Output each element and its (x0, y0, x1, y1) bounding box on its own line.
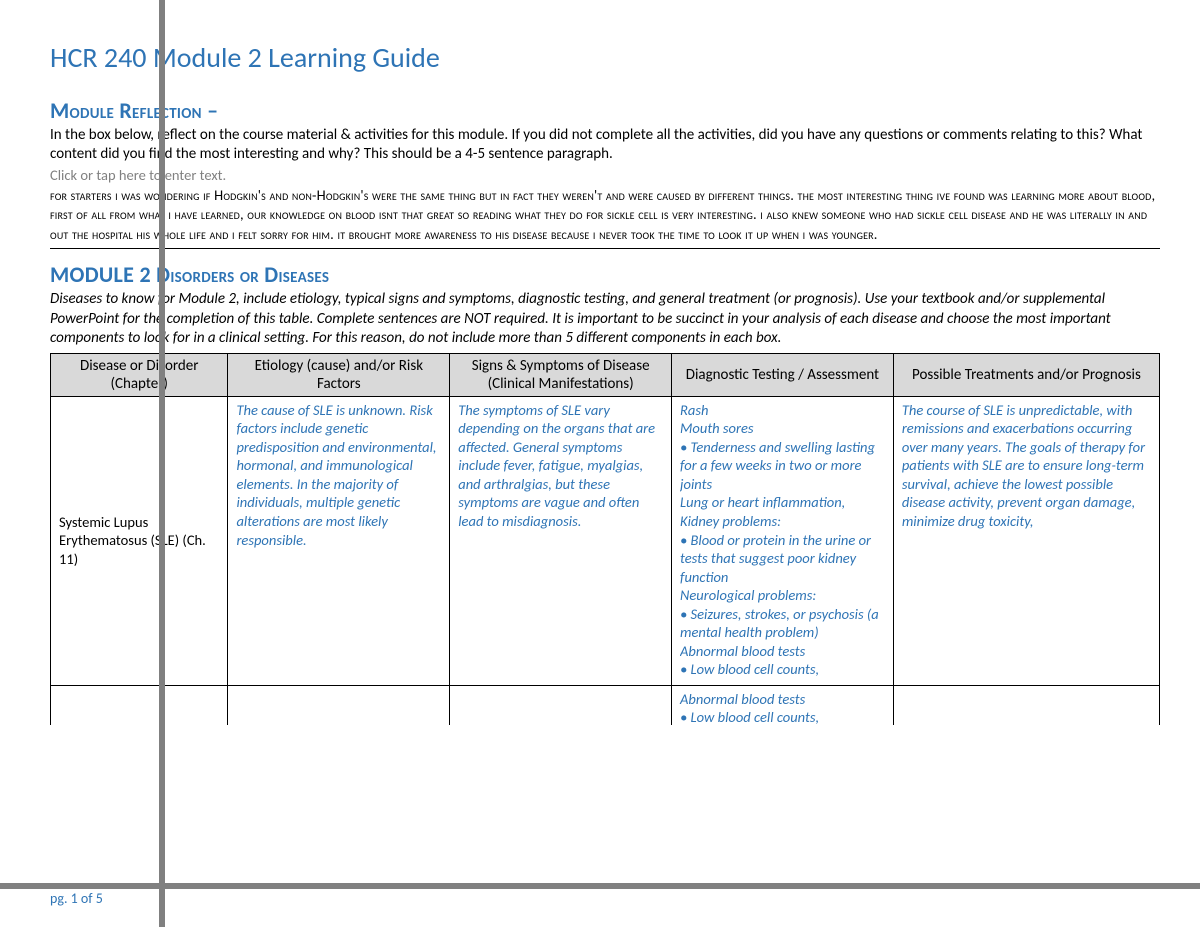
reflection-divider (50, 248, 1160, 249)
page-title: HCR 240 Module 2 Learning Guide (50, 40, 1160, 75)
reflection-instructions: In the box below, reflect on the course … (50, 126, 1160, 164)
cell-empty (51, 685, 228, 725)
table-row: Systemic Lupus Erythematosus (SLE) (Ch. … (51, 396, 1160, 685)
col-etiology: Etiology (cause) and/or Risk Factors (228, 353, 450, 396)
table-row-spacer: Abnormal blood tests • Low blood cell co… (51, 685, 1160, 725)
col-disease: Disease or Disorder (Chapter) (51, 353, 228, 396)
diseases-table-viewport: Disease or Disorder (Chapter) Etiology (… (50, 353, 1160, 725)
diseases-instructions: Diseases to know for Module 2, include e… (50, 290, 1160, 349)
table-header-row: Disease or Disorder (Chapter) Etiology (… (51, 353, 1160, 396)
reflection-heading: Module Reflection – (50, 97, 1160, 124)
thumbnail-vertical-bar (159, 0, 165, 927)
cell-empty (450, 685, 672, 725)
cell-diagnostic-text: Rash Mouth sores • Tenderness and swelli… (680, 401, 885, 679)
reflection-placeholder[interactable]: Click or tap here to enter text. (50, 166, 1160, 184)
reflection-entered-text: for starters i was wondering if Hodgkin'… (50, 186, 1160, 245)
diseases-heading-text: MODULE 2 Disorders or Diseases (50, 261, 329, 288)
thumbnail-horizontal-bar (0, 883, 1200, 889)
page-footer: pg. 1 of 5 (50, 890, 103, 907)
diseases-heading: MODULE 2 Disorders or Diseases (50, 261, 1160, 288)
cell-diagnostic-overflow: Abnormal blood tests • Low blood cell co… (672, 685, 894, 725)
cell-empty (893, 685, 1159, 725)
cell-etiology: The cause of SLE is unknown. Risk factor… (228, 396, 450, 685)
reflection-heading-text: Module Reflection – (50, 97, 218, 124)
cell-treatment: The course of SLE is unpredictable, with… (893, 396, 1159, 685)
cell-diagnostic: Rash Mouth sores • Tenderness and swelli… (672, 396, 894, 685)
col-signs: Signs & Symptoms of Disease (Clinical Ma… (450, 353, 672, 396)
cell-signs: The symptoms of SLE vary depending on th… (450, 396, 672, 685)
page: HCR 240 Module 2 Learning Guide Module R… (0, 0, 1200, 927)
col-diagnostic: Diagnostic Testing / Assessment (672, 353, 894, 396)
col-treatment: Possible Treatments and/or Prognosis (893, 353, 1159, 396)
diseases-table: Disease or Disorder (Chapter) Etiology (… (50, 353, 1160, 725)
cell-disease: Systemic Lupus Erythematosus (SLE) (Ch. … (51, 396, 228, 685)
cell-empty (228, 685, 450, 725)
